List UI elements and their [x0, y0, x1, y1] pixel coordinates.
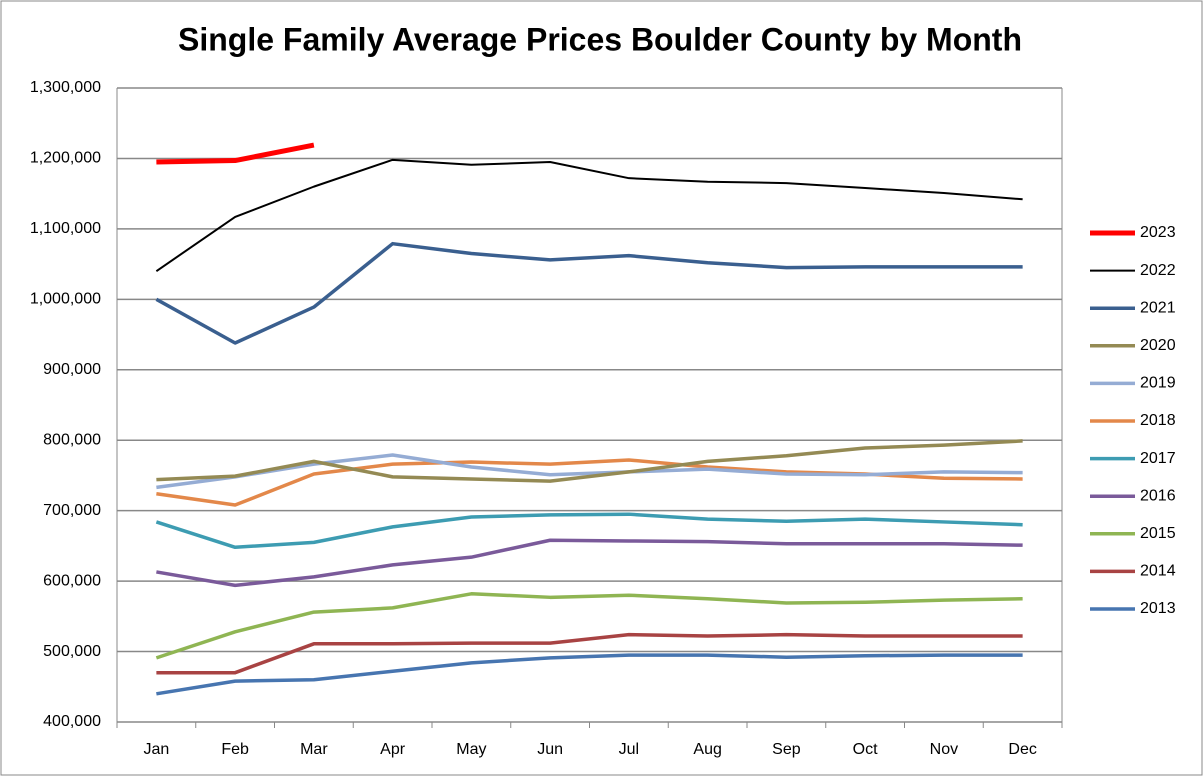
- y-tick-label: 600,000: [43, 572, 101, 589]
- y-tick-label: 1,100,000: [30, 220, 101, 237]
- x-tick-label: Dec: [1008, 741, 1036, 758]
- y-tick-label: 400,000: [43, 713, 101, 730]
- series-line: [156, 538, 1023, 588]
- legend-label: 2015: [1140, 525, 1176, 542]
- x-tick-label: Sep: [772, 741, 801, 758]
- legend-label: 2019: [1140, 375, 1176, 392]
- series-line: [156, 142, 315, 165]
- series-line: [155, 158, 1023, 272]
- series-line: [155, 592, 1023, 660]
- series-line: [155, 512, 1023, 550]
- legend-label: 2021: [1140, 299, 1176, 316]
- y-tick-label: 1,300,000: [30, 79, 101, 96]
- series-line: [156, 453, 1023, 490]
- x-tick-label: Feb: [221, 741, 249, 758]
- x-tick-label: Apr: [380, 741, 406, 758]
- series-line: [155, 241, 1023, 345]
- x-tick-label: Jul: [619, 741, 639, 758]
- chart-title: Single Family Average Prices Boulder Cou…: [178, 21, 1022, 57]
- legend-label: 2022: [1140, 262, 1176, 279]
- x-tick-label: Jan: [143, 741, 169, 758]
- y-tick-label: 500,000: [43, 643, 101, 660]
- legend-label: 2020: [1140, 337, 1176, 354]
- x-tick-label: Nov: [930, 741, 958, 758]
- y-tick-label: 1,000,000: [30, 291, 101, 308]
- legend-label: 2014: [1140, 563, 1176, 580]
- legend-label: 2018: [1140, 412, 1176, 429]
- legend-label: 2017: [1140, 450, 1176, 467]
- x-tick-label: Aug: [693, 741, 721, 758]
- y-tick-label: 1,200,000: [30, 150, 101, 167]
- x-tick-label: Jun: [537, 741, 563, 758]
- legend-label: 2013: [1140, 600, 1176, 617]
- y-tick-label: 900,000: [43, 361, 101, 378]
- x-tick-label: Mar: [300, 741, 328, 758]
- x-tick-label: Oct: [853, 741, 878, 758]
- y-tick-label: 800,000: [43, 431, 101, 448]
- x-tick-label: May: [456, 741, 486, 758]
- y-tick-label: 700,000: [43, 502, 101, 519]
- series-line: [156, 439, 1023, 483]
- series-line: [156, 653, 1023, 696]
- legend-label: 2023: [1140, 224, 1176, 241]
- legend-label: 2016: [1140, 487, 1176, 504]
- series-line: [156, 632, 1023, 675]
